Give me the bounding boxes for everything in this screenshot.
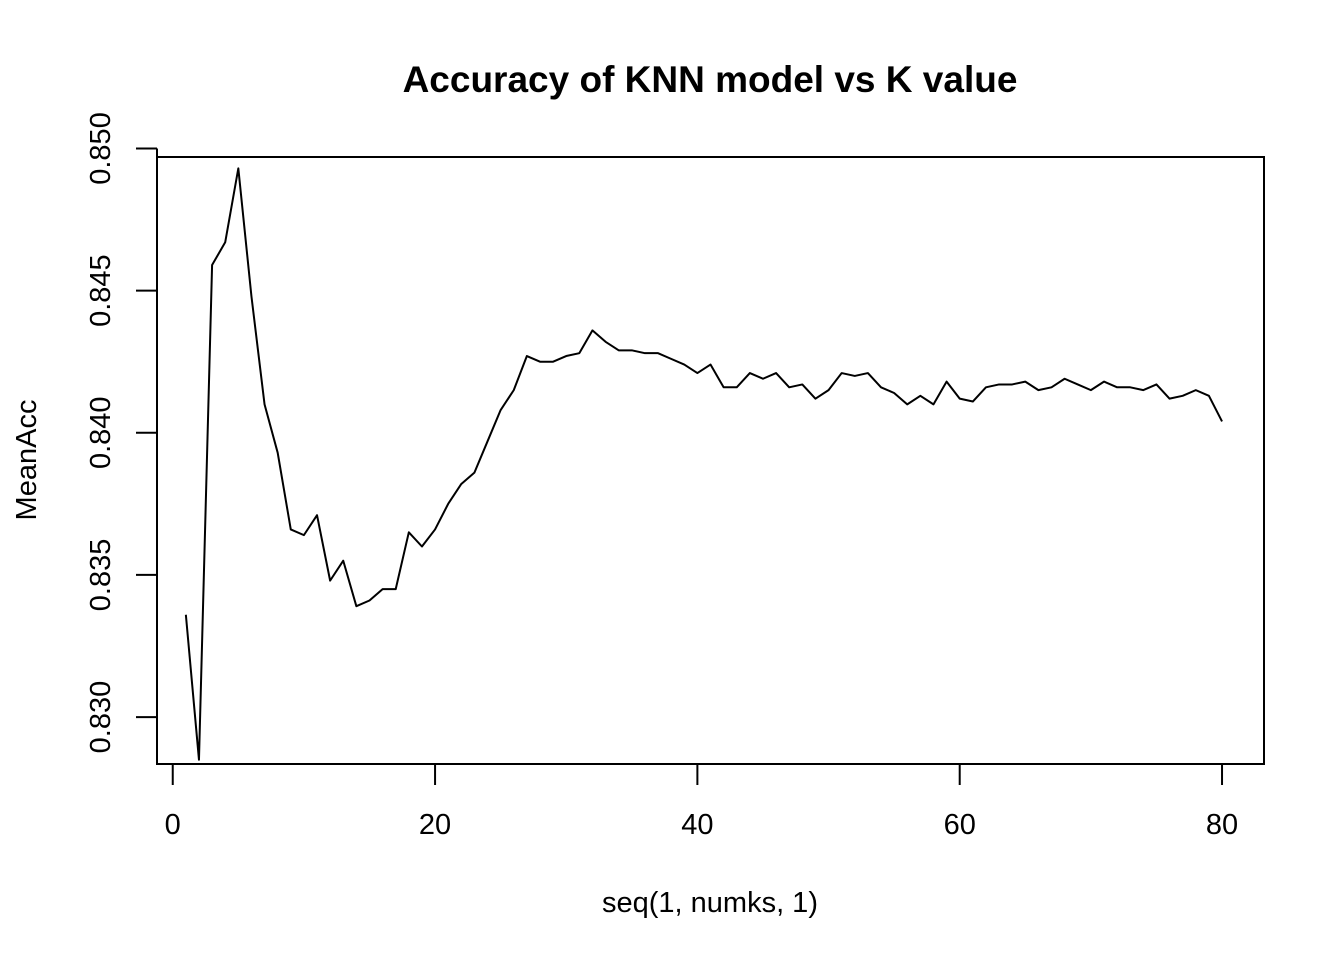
y-tick-label: 0.840	[85, 396, 117, 469]
x-axis-label: seq(1, numks, 1)	[602, 887, 818, 919]
plot-frame	[156, 156, 1265, 765]
y-axis-label: MeanAcc	[11, 400, 43, 521]
x-axis: 0 20 40 60 80	[165, 763, 1238, 841]
series-line	[184, 167, 1223, 761]
x-tick-label: 0	[165, 809, 181, 841]
x-tick-label: 60	[944, 809, 976, 841]
y-tick-label: 0.830	[85, 681, 117, 754]
x-tick-label: 20	[419, 809, 451, 841]
y-tick-label: 0.845	[85, 254, 117, 327]
y-tick-label: 0.850	[85, 112, 117, 185]
y-tick-label: 0.835	[85, 539, 117, 612]
x-tick-label: 80	[1206, 809, 1238, 841]
chart-title: Accuracy of KNN model vs K value	[403, 59, 1018, 100]
y-axis: 0.830 0.835 0.840 0.845 0.850	[85, 112, 158, 754]
x-tick-label: 40	[681, 809, 713, 841]
